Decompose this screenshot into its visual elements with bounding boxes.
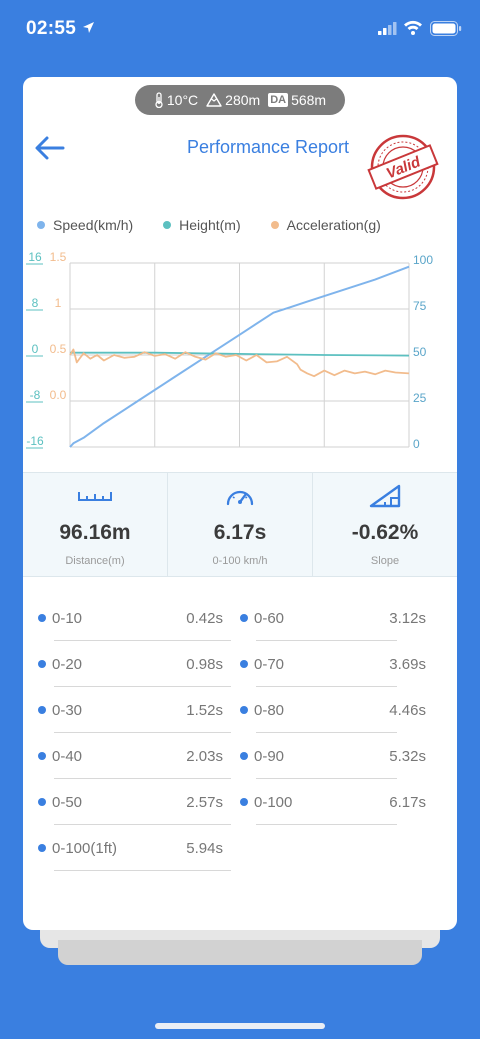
metrics-panel: 96.16m Distance(m) 6.17s 0-100 km/h: [23, 472, 457, 577]
split-dot: [38, 706, 46, 714]
location-arrow-icon: [83, 22, 94, 33]
split-dot: [38, 660, 46, 668]
legend-height: Height(m): [163, 217, 241, 233]
speedometer-icon: [226, 490, 254, 506]
split-row: 0-40 2.03s: [23, 740, 238, 786]
split-row: 0-90 5.32s: [225, 740, 447, 786]
tick-label-speed: 25: [413, 391, 427, 405]
mountain-icon: [206, 93, 222, 107]
slope-label: Slope: [370, 555, 400, 567]
split-row: 0-60 3.12s: [225, 602, 447, 648]
wifi-icon: [404, 20, 422, 35]
split-dot: [240, 614, 248, 622]
zero-to-hundred-value: 6.17s: [213, 521, 267, 544]
zero-to-hundred-label: 0-100 km/h: [212, 555, 268, 567]
density-altitude-value: 568m: [291, 92, 327, 108]
chart-legend: Speed(km/h) Height(m) Acceleration(g): [37, 217, 411, 233]
page-title: Performance Report: [186, 137, 350, 157]
temperature-value: 10°C: [166, 92, 199, 108]
tick-label-speed: 0: [413, 437, 420, 451]
tick-label-height: 0: [32, 342, 39, 356]
card-stack-layer: [58, 940, 422, 965]
tick-label-height: 16: [28, 250, 42, 264]
slope-value: -0.62%: [351, 521, 419, 544]
metric-time: 6.17s 0-100 km/h: [168, 473, 313, 576]
split-dot: [38, 798, 46, 806]
density-altitude-badge: DA: [268, 93, 289, 107]
metric-slope: -0.62% Slope: [313, 473, 457, 576]
split-dot: [240, 752, 248, 760]
split-dot: [240, 660, 248, 668]
home-indicator[interactable]: [155, 1023, 325, 1029]
split-dot: [240, 798, 248, 806]
tick-label-speed: 75: [413, 299, 427, 313]
tick-label-height: 8: [32, 296, 39, 310]
status-bar: 02:55: [0, 0, 480, 58]
status-time: 02:55: [26, 18, 77, 39]
height-line: [70, 351, 410, 357]
split-row: 0-50 2.57s: [23, 786, 238, 832]
split-row: 0-80 4.46s: [225, 694, 447, 740]
split-dot: [38, 752, 46, 760]
tick-label-height: -16: [26, 434, 44, 448]
valid-stamp: Valid: [367, 134, 439, 200]
back-arrow-icon[interactable]: [33, 133, 67, 163]
acceleration-line: [69, 348, 410, 378]
tick-label-speed: 100: [413, 253, 433, 267]
split-row: 0-30 1.52s: [23, 694, 238, 740]
tick-label-acceleration: 0.0: [50, 388, 67, 402]
split-row: 0-70 3.69s: [225, 648, 447, 694]
report-card: 10°C 280m DA 568m Performance Report Val…: [23, 77, 457, 930]
split-dot: [38, 844, 46, 852]
thermometer-icon: [155, 92, 163, 108]
split-row: 0-10 0.42s: [23, 602, 238, 648]
tick-label-speed: 50: [413, 345, 427, 359]
tick-label-acceleration: 1: [55, 296, 62, 310]
tick-label-acceleration: 0.5: [50, 342, 67, 356]
split-dot: [240, 706, 248, 714]
metric-distance: 96.16m Distance(m): [23, 473, 168, 576]
distance-value: 96.16m: [59, 521, 131, 544]
legend-acceleration: Acceleration(g): [270, 217, 381, 233]
slope-icon: [369, 484, 401, 508]
split-row: 0-100(1ft) 5.94s: [23, 832, 238, 878]
tick-label-height: -8: [30, 388, 41, 402]
battery-icon: [430, 21, 462, 36]
altitude-value: 280m: [225, 92, 261, 108]
split-row: 0-100 6.17s: [225, 786, 447, 832]
legend-speed: Speed(km/h): [37, 217, 133, 233]
split-dot: [38, 614, 46, 622]
distance-label: Distance(m): [65, 555, 125, 567]
split-row: 0-20 0.98s: [23, 648, 238, 694]
speed-line: [69, 265, 410, 448]
performance-chart: 16 8 0 -8 -16 1.5 1 0.5 0.0 100 75 50 25 0: [26, 250, 433, 451]
environment-pill: 10°C 280m DA 568m: [135, 85, 345, 115]
tick-label-acceleration: 1.5: [50, 250, 67, 264]
ruler-icon: [78, 492, 112, 501]
cellular-signal-icon: [378, 22, 397, 35]
